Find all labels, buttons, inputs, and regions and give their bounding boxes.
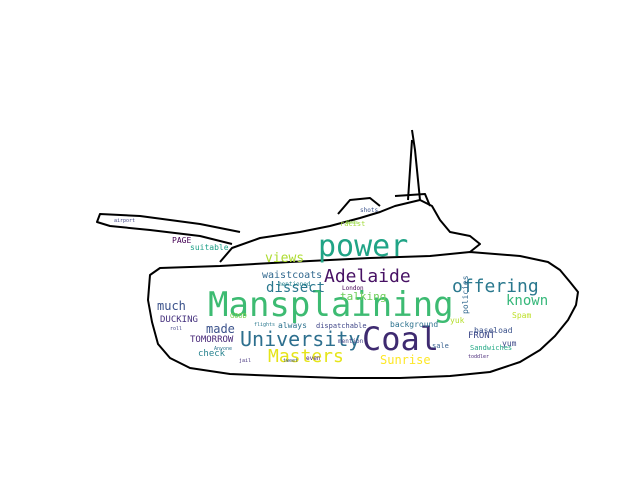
word-cloud-word: Spam [512,311,531,320]
word-cloud-word: even [306,355,321,362]
tank-silhouette [96,129,579,379]
tank-antenna-outline [407,129,421,201]
word-cloud-word: DUCKING [160,315,198,325]
tank-hull-outline [147,251,579,379]
word-cloud-word: offering [452,276,539,297]
word-cloud-word: Masters [268,346,344,367]
word-cloud-word: known [506,293,548,309]
tank-barrel-outline [96,213,241,245]
word-cloud-word: always [278,321,307,330]
tank-turret-outline [219,199,481,263]
word-cloud-word: power [318,229,408,264]
word-cloud-word: mention [338,338,364,345]
word-cloud-word: GOOD [230,312,247,320]
word-cloud-word: Coal [362,320,439,358]
word-cloud-word: Bees [346,220,358,226]
word-cloud-word: roll [170,326,182,332]
word-cloud-word: views [265,251,304,266]
word-cloud-word: yuk [450,316,465,325]
word-cloud-word: airport [114,218,135,224]
tank-hatch-outline [337,193,431,215]
word-cloud-word: Sandwiches [470,344,512,352]
word-cloud-word: toddler [468,354,489,360]
word-cloud-word: TOMORROW [190,335,234,345]
word-cloud-word: dissect [266,280,325,296]
word-cloud-word: London [342,285,364,292]
word-cloud-word: made [206,322,235,336]
word-cloud-word: Sunrise [380,353,431,367]
word-cloud-word: background [390,320,438,329]
word-cloud-word: FRONT [468,331,496,341]
word-cloud-word: dispatchable [316,322,367,330]
word-cloud-word: baseload [474,326,513,335]
word-cloud-word: shots [360,207,378,214]
word-cloud-word: yum [502,339,517,348]
word-cloud-word: Adelaide [324,266,411,287]
word-cloud-word: suitable [190,243,229,252]
word-cloud-word: jail [239,358,251,364]
word-cloud-word: sale [432,342,449,350]
word-cloud-word: Anyone [214,346,232,352]
word-cloud-word: University [240,327,360,351]
word-cloud-word: flights [254,322,275,328]
word-cloud-word: waistcoats [262,270,322,281]
word-cloud-word: check [198,349,226,359]
word-cloud-word: much [157,299,186,313]
word-cloud-word: racist [340,220,365,228]
word-cloud-word: Mansplaining [208,285,454,325]
word-cloud-word: mentioned [278,281,311,288]
word-cloud-word: talking [340,290,386,303]
word-cloud-word: tweet [283,358,298,364]
word-cloud-word: policies [461,275,470,314]
word-cloud-word: PAGE [172,236,191,245]
